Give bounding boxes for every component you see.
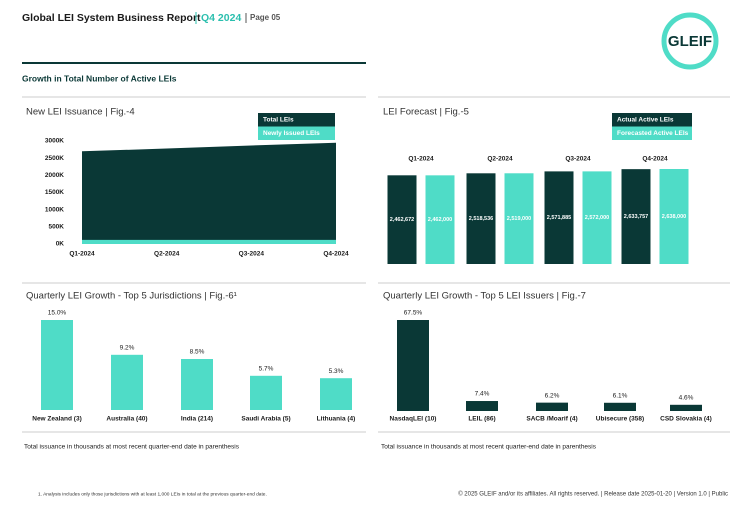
bar xyxy=(425,175,455,264)
x-tick-label: Saudi Arabia (5) xyxy=(241,416,290,423)
x-tick-label: Lithuania (4) xyxy=(317,416,356,423)
x-tick-label: Australia (40) xyxy=(106,416,147,423)
value-label: 6.1% xyxy=(613,392,628,399)
chart-title: Quarterly LEI Growth - Top 5 Jurisdictio… xyxy=(26,291,237,302)
x-tick-label: Q3-2024 xyxy=(239,251,265,258)
x-tick-label: Ubisecure (358) xyxy=(596,416,644,423)
chart-title: New LEI Issuance | Fig.-4 xyxy=(26,107,135,118)
x-tick-label: New Zealand (3) xyxy=(32,416,81,423)
value-label: 9.2% xyxy=(120,345,135,352)
bar xyxy=(604,402,636,411)
y-tick-label: 1500K xyxy=(45,189,64,196)
x-tick-label: Q4-2024 xyxy=(323,251,349,258)
x-tick-label: NasdaqLEI (10) xyxy=(390,416,437,423)
bar xyxy=(466,173,496,264)
y-tick-label: 1000K xyxy=(45,206,64,213)
bar xyxy=(536,402,568,411)
value-label: 5.3% xyxy=(329,368,344,375)
y-tick-label: 0K xyxy=(56,241,65,248)
bar xyxy=(181,359,213,410)
area xyxy=(82,239,336,244)
value-label: 6.2% xyxy=(545,392,560,399)
bar xyxy=(504,173,534,264)
footer: © 2025 GLEIF and/or its affiliates. All … xyxy=(458,491,728,498)
value-label: 2,638,000 xyxy=(662,214,686,220)
value-label: 67.5% xyxy=(404,310,423,317)
report-title: Global LEI System Business Report xyxy=(22,12,201,24)
value-label: 8.5% xyxy=(190,349,205,356)
bar xyxy=(320,378,352,410)
section-title: Growth in Total Number of Active LEIs xyxy=(22,73,177,83)
x-tick-label: Q1-2024 xyxy=(69,251,95,258)
legend-label: Newly Issued LEIs xyxy=(263,130,320,137)
footnote: 1. Analysis includes only those jurisdic… xyxy=(38,491,267,497)
legend-swatch xyxy=(612,113,692,127)
legend-label: Actual Active LEIs xyxy=(617,117,674,124)
logo: GLEIF xyxy=(668,33,712,50)
legend-swatch xyxy=(258,126,335,140)
legend-label: Total LEIs xyxy=(263,117,294,124)
value-label: 2,462,000 xyxy=(428,217,452,223)
legend-label: Forecasted Active LEIs xyxy=(617,130,689,137)
value-label: 15.0% xyxy=(48,310,67,317)
value-label: 2,518,536 xyxy=(469,216,493,222)
report-period: Q4 2024 xyxy=(201,12,241,24)
y-tick-label: 3000K xyxy=(45,138,64,145)
x-tick-label: Q4-2024 xyxy=(642,156,668,163)
bar xyxy=(582,171,612,264)
page-number: Page 05 xyxy=(250,13,281,22)
chart-title: LEI Forecast | Fig.-5 xyxy=(383,107,469,118)
chart-title: Quarterly LEI Growth - Top 5 LEI Issuers… xyxy=(383,291,586,302)
x-tick-label: Q2-2024 xyxy=(154,251,180,258)
bar xyxy=(387,175,417,264)
bar xyxy=(670,404,702,411)
bar xyxy=(111,354,143,410)
bar xyxy=(659,169,689,264)
bar xyxy=(466,401,498,411)
value-label: 2,519,000 xyxy=(507,216,531,222)
value-label: 2,462,672 xyxy=(390,217,414,223)
chart-note: Total issuance in thousands at most rece… xyxy=(381,444,597,451)
logo-ring xyxy=(661,12,719,70)
x-tick-label: India (214) xyxy=(181,416,213,423)
x-tick-label: Q1-2024 xyxy=(408,156,434,163)
bar xyxy=(544,171,574,264)
y-tick-label: 2000K xyxy=(45,172,64,179)
value-label: 4.6% xyxy=(679,395,694,402)
value-label: 2,571,885 xyxy=(547,215,571,221)
y-tick-label: 2500K xyxy=(45,155,64,162)
chart-note: Total issuance in thousands at most rece… xyxy=(24,444,240,451)
bar xyxy=(621,169,651,264)
x-tick-label: CSD Slovakia (4) xyxy=(660,416,712,423)
x-tick-label: Q2-2024 xyxy=(487,156,513,163)
legend-swatch xyxy=(258,113,335,127)
value-label: 5.7% xyxy=(259,366,274,373)
bar xyxy=(41,320,73,410)
value-label: 7.4% xyxy=(475,391,490,398)
legend-swatch xyxy=(612,126,692,140)
x-tick-label: SACB /Moarif (4) xyxy=(526,416,577,423)
value-label: 2,633,757 xyxy=(624,214,648,220)
value-label: 2,572,000 xyxy=(585,215,609,221)
x-tick-label: Q3-2024 xyxy=(565,156,591,163)
bar xyxy=(250,375,282,410)
area xyxy=(82,142,336,244)
y-tick-label: 500K xyxy=(48,224,64,231)
bar xyxy=(397,320,429,411)
x-tick-label: LEIL (86) xyxy=(468,416,495,423)
